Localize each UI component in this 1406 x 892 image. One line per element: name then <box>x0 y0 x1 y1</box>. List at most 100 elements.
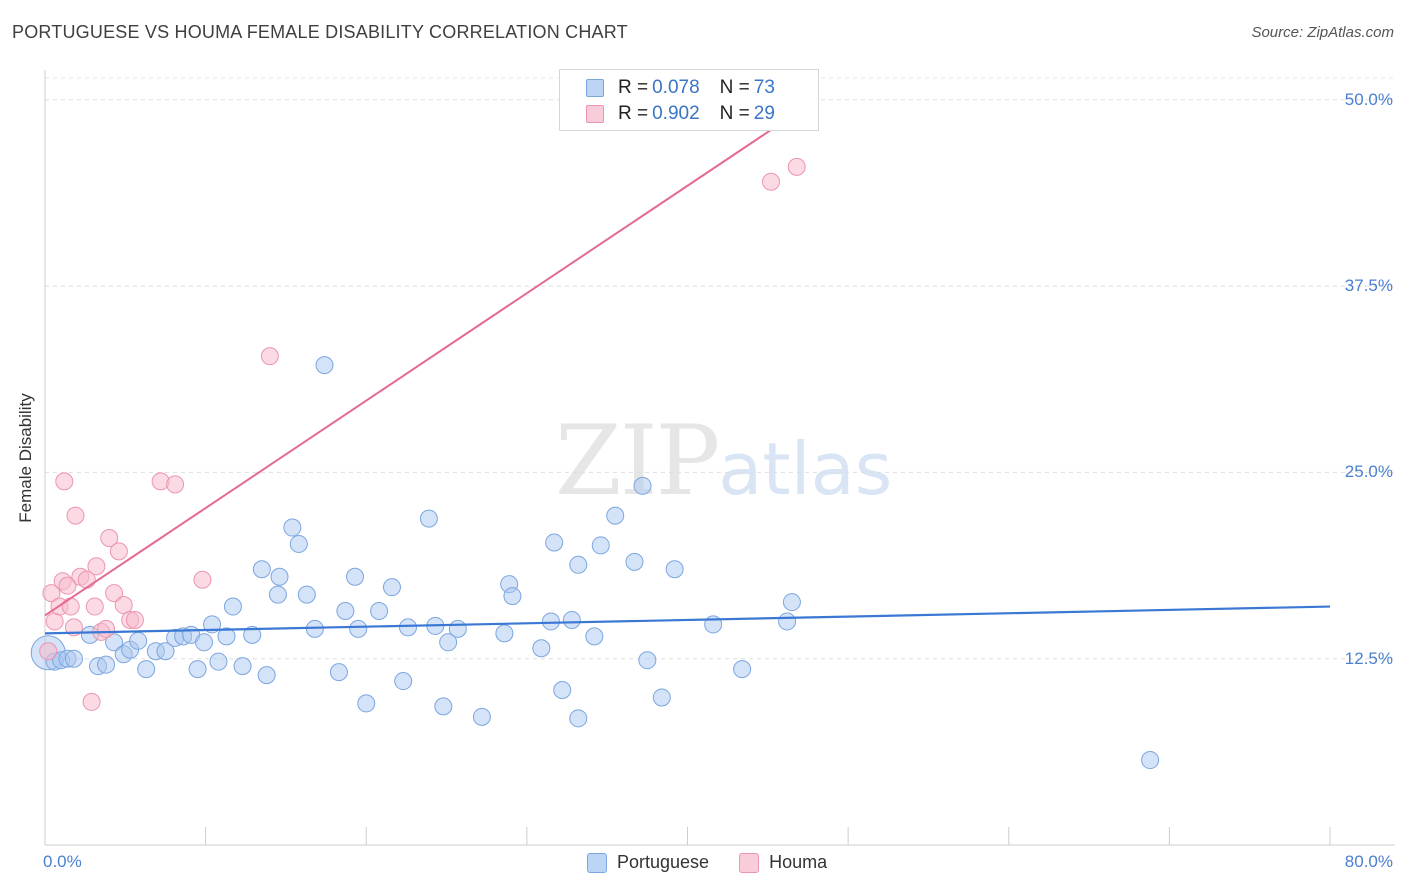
point-portuguese <box>195 633 214 652</box>
point-houma <box>109 542 128 561</box>
point-portuguese <box>105 633 124 652</box>
watermark-atlas: atlas <box>718 427 893 511</box>
point-portuguese <box>315 356 334 375</box>
bottom-legend-label-portuguese: Portuguese <box>617 852 710 872</box>
point-portuguese <box>129 631 148 650</box>
point-portuguese <box>329 663 348 682</box>
legend-r-label: R = <box>618 77 649 98</box>
point-portuguese <box>382 578 401 597</box>
point-houma <box>151 472 170 491</box>
bottom-legend-swatch-houma <box>739 852 760 873</box>
trend-lines <box>44 98 1331 635</box>
point-portuguese <box>778 612 797 631</box>
point-houma <box>114 596 133 615</box>
point-portuguese <box>394 672 413 691</box>
point-portuguese <box>553 681 572 699</box>
bottom-legend-portuguese: Portuguese <box>587 852 709 873</box>
point-portuguese <box>97 655 116 674</box>
point-portuguese <box>156 642 175 661</box>
legend-n-label: N = <box>719 77 750 98</box>
point-portuguese <box>336 602 355 621</box>
point-portuguese <box>448 619 467 638</box>
point-portuguese <box>349 619 368 638</box>
axes <box>44 70 1395 846</box>
trendline-portuguese <box>44 605 1331 635</box>
point-portuguese <box>439 633 458 652</box>
point-portuguese <box>782 593 801 612</box>
point-portuguese <box>733 660 752 679</box>
point-portuguese <box>243 625 262 644</box>
point-portuguese <box>209 652 228 671</box>
point-portuguese <box>399 618 418 637</box>
point-houma <box>45 612 64 631</box>
point-portuguese <box>252 560 271 579</box>
point-portuguese <box>203 615 222 634</box>
point-houma <box>58 576 77 595</box>
point-portuguese <box>434 697 453 716</box>
y-tick-label: 50.0% <box>1344 89 1393 109</box>
point-portuguese <box>419 509 438 528</box>
legend-r-value: 0.078 <box>652 77 700 98</box>
legend: R = 0.078 N = 73 R = 0.902 N = 29 <box>559 69 819 131</box>
point-portuguese <box>495 624 514 643</box>
legend-n-label: N = <box>719 103 750 124</box>
point-houma <box>55 472 74 491</box>
point-houma <box>85 597 104 616</box>
trendline-houma <box>44 98 817 617</box>
point-houma <box>100 528 119 547</box>
point-portuguese <box>1141 751 1160 770</box>
point-portuguese <box>64 649 83 668</box>
legend-swatch-portuguese <box>586 79 604 97</box>
chart-title: PORTUGUESE VS HOUMA FEMALE DISABILITY CO… <box>12 22 628 42</box>
point-portuguese <box>223 597 242 616</box>
point-portuguese <box>357 694 376 713</box>
legend-row-houma: R = 0.902 N = 29 <box>586 102 775 126</box>
point-houma <box>87 557 106 576</box>
watermark-zip: ZIP <box>555 405 720 517</box>
point-houma <box>42 584 61 603</box>
point-portuguese <box>606 506 625 525</box>
point-houma <box>82 692 101 711</box>
point-portuguese <box>585 627 604 646</box>
y-tick-label: 12.5% <box>1344 648 1393 668</box>
point-portuguese <box>569 709 588 728</box>
point-portuguese <box>591 536 610 555</box>
source-note: Source: ZipAtlas.com <box>1251 24 1394 41</box>
bottom-legend-label-houma: Houma <box>769 852 828 872</box>
bottom-legend-houma: Houma <box>739 852 827 873</box>
point-houma <box>166 475 185 494</box>
x-tick-max: 80.0% <box>1344 852 1393 871</box>
point-portuguese <box>289 534 308 553</box>
point-portuguese <box>569 555 588 574</box>
watermark: ZIPatlas <box>555 405 892 517</box>
legend-n-value: 29 <box>753 103 775 124</box>
legend-r-value: 0.902 <box>652 103 700 124</box>
x-tick-min: 0.0% <box>43 852 82 871</box>
y-tick-label: 37.5% <box>1344 276 1393 296</box>
point-portuguese <box>297 585 316 604</box>
y-axis-label: Female Disability <box>16 393 35 523</box>
point-portuguese <box>562 610 581 629</box>
point-portuguese <box>137 660 156 679</box>
point-portuguese <box>346 567 365 586</box>
legend-row-portuguese: R = 0.078 N = 73 <box>586 76 775 100</box>
point-portuguese <box>283 518 302 537</box>
point-houma <box>762 172 781 191</box>
point-portuguese <box>633 476 652 495</box>
series-houma <box>39 157 806 711</box>
y-tick-label: 25.0% <box>1344 462 1393 482</box>
point-houma <box>97 619 116 638</box>
point-portuguese <box>665 560 684 579</box>
point-portuguese <box>638 651 657 670</box>
point-portuguese <box>652 688 671 707</box>
point-houma <box>787 157 806 176</box>
legend-n-value: 73 <box>753 77 775 98</box>
bottom-legend: Portuguese Houma <box>587 852 857 873</box>
point-portuguese <box>625 552 644 571</box>
point-portuguese <box>270 567 289 586</box>
point-portuguese <box>188 660 207 679</box>
point-houma <box>125 610 144 629</box>
point-houma <box>66 506 85 525</box>
legend-r-label: R = <box>618 103 649 124</box>
